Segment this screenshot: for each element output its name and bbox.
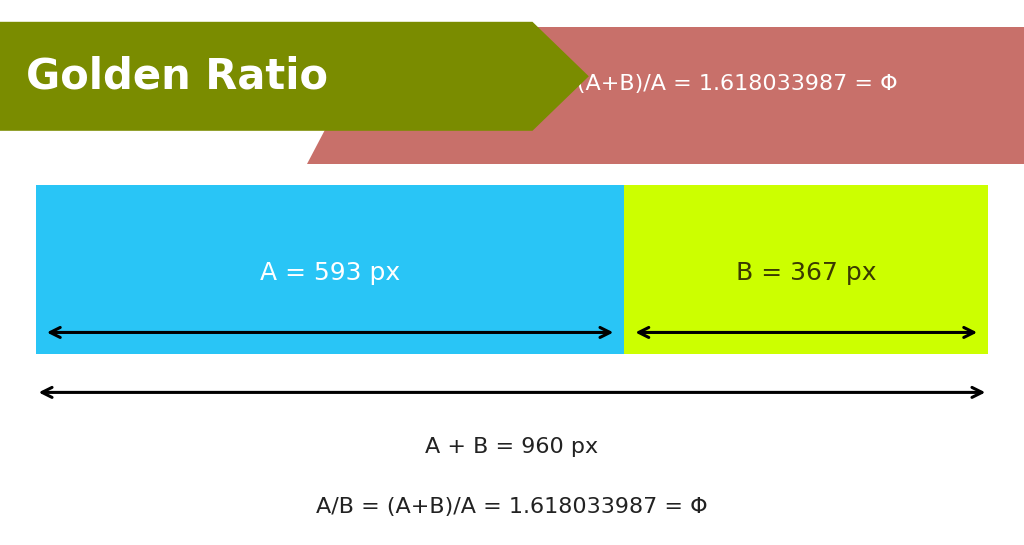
Text: A/B = (A+B)/A = 1.618033987 = Φ: A/B = (A+B)/A = 1.618033987 = Φ — [506, 75, 897, 94]
Text: A/B = (A+B)/A = 1.618033987 = Φ: A/B = (A+B)/A = 1.618033987 = Φ — [316, 497, 708, 517]
Text: A + B = 960 px: A + B = 960 px — [425, 437, 599, 457]
Polygon shape — [0, 22, 589, 131]
Bar — [36, 185, 625, 354]
Text: A = 593 px: A = 593 px — [260, 261, 400, 285]
Text: B = 367 px: B = 367 px — [736, 261, 877, 285]
Polygon shape — [307, 27, 1024, 164]
Text: Golden Ratio: Golden Ratio — [26, 55, 328, 98]
Bar — [625, 185, 988, 354]
